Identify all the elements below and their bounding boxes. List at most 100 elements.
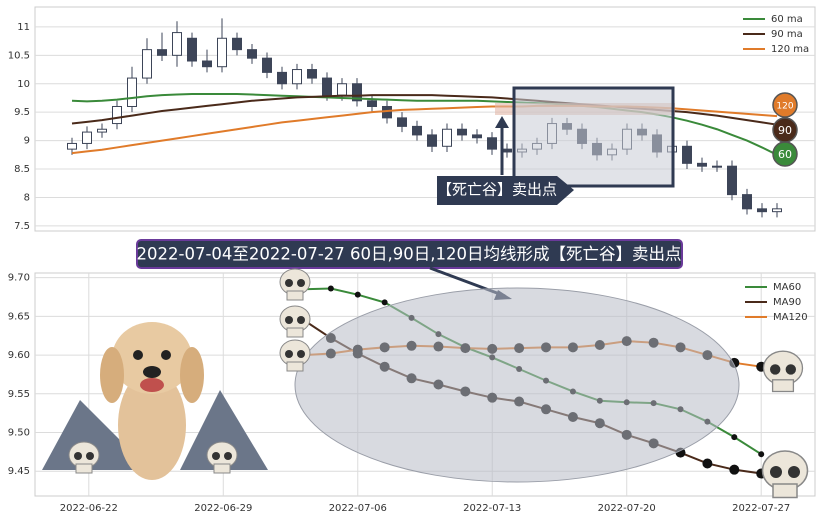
skull-eye (285, 316, 293, 324)
x-tick-label: 2022-06-22 (60, 503, 118, 514)
skull-eye (785, 364, 796, 375)
legend-label: MA90 (773, 297, 801, 308)
y-tick-label: 10.5 (8, 50, 30, 61)
legend-label: 60 ma (771, 14, 803, 25)
candle-body (232, 37, 242, 51)
skull (761, 450, 809, 499)
candle-body (412, 125, 422, 136)
y-tick-label: 7.5 (14, 221, 30, 232)
y-tick-label: 9.65 (8, 311, 30, 322)
candle-body (757, 208, 767, 213)
highlight-ellipse (294, 287, 740, 483)
skull-jaw (213, 463, 231, 474)
candle-body (142, 49, 152, 79)
legend-label: 120 ma (771, 44, 809, 55)
x-tick-label: 2022-07-20 (598, 503, 656, 514)
candle-body (337, 83, 347, 96)
badge-label: 120 (776, 102, 793, 112)
skull-jaw (286, 327, 304, 338)
y-tick-label: 9.45 (8, 466, 30, 477)
candle-body (442, 128, 452, 147)
candle-body (247, 49, 257, 59)
skull-eye (788, 466, 800, 478)
y-tick-label: 10 (17, 79, 30, 90)
skull (279, 305, 311, 338)
skull (279, 268, 311, 301)
candle-body (187, 37, 197, 62)
y-tick-label: 9.5 (14, 107, 30, 118)
skull-eye (297, 350, 305, 358)
skull (68, 441, 100, 474)
badge (772, 92, 798, 118)
y-tick-label: 11 (17, 22, 30, 33)
point (729, 464, 740, 475)
skull-eye (285, 350, 293, 358)
candle-body (712, 165, 722, 168)
y-tick-label: 8.5 (14, 164, 30, 175)
candle-body (202, 60, 212, 68)
skulls (68, 268, 809, 499)
candle-body (112, 105, 122, 125)
skull-eye (86, 452, 94, 460)
candle-body (352, 83, 362, 102)
banner: 2022-07-04至2022-07-27 60日,90日,120日均线形成【死… (137, 245, 682, 264)
annotation-box (437, 176, 574, 205)
candle-body (457, 128, 467, 136)
candle-body (127, 77, 137, 107)
y-tick-label: 9.50 (8, 428, 30, 439)
candle-body (277, 71, 287, 85)
candle-body (322, 77, 332, 96)
badge-label: 90 (778, 124, 792, 137)
y-tick-label: 8 (24, 192, 30, 203)
point (731, 434, 738, 441)
candle-body (682, 145, 692, 164)
skull-jaw (286, 290, 304, 301)
skull-eye (770, 364, 781, 375)
skull (762, 350, 804, 393)
skull-jaw (772, 483, 798, 499)
skull-jaw (286, 361, 304, 372)
banner-box (136, 239, 683, 269)
y-tick-label: 9.60 (8, 350, 30, 361)
candle-body (82, 131, 92, 144)
candle-body (427, 134, 437, 147)
badge (772, 117, 798, 143)
candle-body (727, 165, 737, 196)
dog (100, 322, 204, 480)
arrow-head (495, 116, 509, 128)
candle-body (172, 32, 182, 56)
skull-eye (770, 466, 782, 478)
candle-body (67, 142, 77, 150)
x-tick-label: 2022-07-13 (463, 503, 521, 514)
candle-body (307, 69, 317, 79)
skull (279, 339, 311, 372)
y-tick-label: 9 (24, 136, 30, 147)
candle-body (772, 208, 782, 213)
x-tick-label: 2022-07-06 (329, 503, 387, 514)
candle-body (697, 162, 707, 167)
skull-eye (212, 452, 220, 460)
candle-body (157, 49, 167, 56)
skull-jaw (75, 463, 93, 474)
skull-eye (285, 279, 293, 287)
candle-body (217, 37, 227, 68)
skull-eye (224, 452, 232, 460)
candle-body (472, 134, 482, 139)
skull-eye (297, 316, 305, 324)
death-valley-box (512, 86, 675, 188)
y-tick-label: 9.70 (8, 273, 30, 284)
point (354, 291, 361, 298)
candle-body (487, 137, 497, 150)
badge-label: 60 (778, 148, 792, 161)
legend-label: 90 ma (771, 29, 803, 40)
annotation: 【死亡谷】卖出点 (437, 181, 557, 199)
candle-body (292, 69, 302, 85)
y-tick-label: 9.55 (8, 389, 30, 400)
point (702, 458, 713, 469)
mountain (180, 390, 268, 470)
point (327, 285, 334, 292)
x-tick-label: 2022-07-27 (732, 503, 790, 514)
point (381, 299, 388, 306)
legend-label: MA120 (773, 312, 808, 323)
